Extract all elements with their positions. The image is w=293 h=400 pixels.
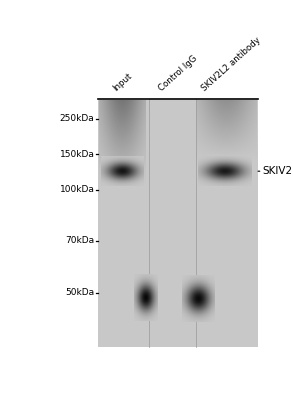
Text: 50kDa: 50kDa	[65, 288, 95, 297]
Text: 100kDa: 100kDa	[60, 185, 95, 194]
Text: Control IgG: Control IgG	[157, 54, 199, 93]
Text: SKIV2L2 antibody: SKIV2L2 antibody	[200, 35, 262, 93]
Text: 70kDa: 70kDa	[65, 236, 95, 245]
Bar	[98, 100, 258, 347]
Text: 150kDa: 150kDa	[60, 150, 95, 159]
Text: 250kDa: 250kDa	[60, 114, 95, 123]
Text: Input: Input	[111, 71, 134, 93]
Text: SKIV2L2: SKIV2L2	[258, 166, 293, 176]
